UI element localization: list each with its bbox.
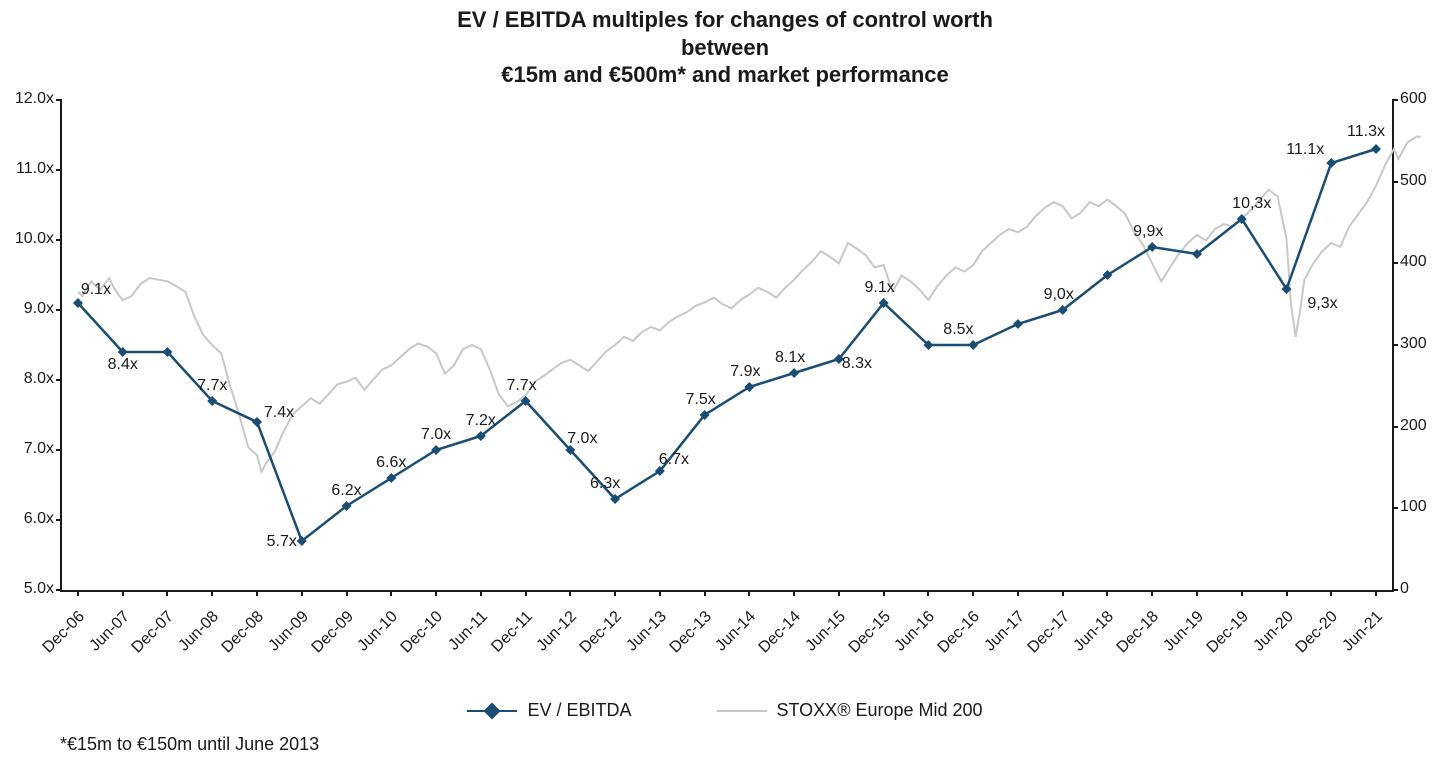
chart-container: EV / EBITDA multiples for changes of con… bbox=[0, 0, 1450, 761]
y-right-tick-label: 400 bbox=[1400, 253, 1450, 271]
data-marker bbox=[968, 340, 978, 350]
data-label: 7.0x bbox=[567, 430, 597, 448]
x-tick-label: Dec-12 bbox=[577, 608, 626, 657]
x-tick-label: Jun-16 bbox=[892, 608, 939, 655]
ev-ebitda-line bbox=[78, 149, 1376, 541]
data-label: 8.4x bbox=[108, 356, 138, 374]
x-tick-label: Dec-15 bbox=[845, 608, 894, 657]
data-label: 9.1x bbox=[81, 281, 111, 299]
x-tick-label: Dec-18 bbox=[1114, 608, 1163, 657]
x-tick-label: Jun-13 bbox=[623, 608, 670, 655]
x-tick-label: Dec-13 bbox=[666, 608, 715, 657]
x-tick-label: Dec-10 bbox=[398, 608, 447, 657]
x-tick-label: Dec-07 bbox=[129, 608, 178, 657]
data-marker bbox=[1371, 144, 1381, 154]
y-left-tick-label: 8.0x bbox=[4, 370, 54, 388]
x-tick-label: Jun-12 bbox=[534, 608, 581, 655]
title-line-2: between bbox=[0, 34, 1450, 62]
y-right-tick-label: 0 bbox=[1400, 580, 1450, 598]
data-label: 9.1x bbox=[865, 279, 895, 297]
legend-item-stoxx: STOXX® Europe Mid 200 bbox=[717, 700, 983, 721]
data-label: 6.7x bbox=[659, 451, 689, 469]
x-tick-label: Jun-19 bbox=[1160, 608, 1207, 655]
diamond-marker-icon bbox=[484, 702, 501, 719]
x-tick-label: Jun-08 bbox=[176, 608, 223, 655]
data-label: 7.2x bbox=[466, 412, 496, 430]
x-tick-label: Dec-16 bbox=[935, 608, 984, 657]
data-label: 7.9x bbox=[730, 363, 760, 381]
legend: EV / EBITDA STOXX® Europe Mid 200 bbox=[0, 696, 1450, 722]
data-label: 9,3x bbox=[1307, 295, 1337, 313]
plot-area: 5.0x6.0x7.0x8.0x9.0x10.0x11.0x12.0x01002… bbox=[60, 100, 1394, 592]
x-tick-label: Jun-18 bbox=[1071, 608, 1118, 655]
title-line-3: €15m and €500m* and market performance bbox=[0, 61, 1450, 89]
legend-swatch bbox=[467, 710, 517, 712]
y-left-tick-label: 12.0x bbox=[4, 90, 54, 108]
x-tick-label: Jun-07 bbox=[86, 608, 133, 655]
data-label: 7.5x bbox=[685, 391, 715, 409]
data-marker bbox=[252, 417, 262, 427]
y-left-tick-label: 5.0x bbox=[4, 580, 54, 598]
data-label: 7.7x bbox=[506, 377, 536, 395]
x-tick-label: Dec-17 bbox=[1024, 608, 1073, 657]
x-tick-label: Dec-14 bbox=[756, 608, 805, 657]
title-line-1: EV / EBITDA multiples for changes of con… bbox=[0, 6, 1450, 34]
y-right-tick-label: 200 bbox=[1400, 417, 1450, 435]
x-tick-label: Dec-08 bbox=[219, 608, 268, 657]
data-label: 6.6x bbox=[376, 454, 406, 472]
x-tick-label: Jun-10 bbox=[355, 608, 402, 655]
data-label: 8.1x bbox=[775, 349, 805, 367]
data-label: 6.2x bbox=[331, 482, 361, 500]
legend-label: EV / EBITDA bbox=[527, 700, 631, 721]
y-left-tick-label: 7.0x bbox=[4, 440, 54, 458]
legend-label: STOXX® Europe Mid 200 bbox=[777, 700, 983, 721]
data-marker bbox=[1013, 319, 1023, 329]
data-label: 10,3x bbox=[1232, 195, 1271, 213]
footnote: *€15m to €150m until June 2013 bbox=[60, 734, 319, 755]
y-right-tick-label: 100 bbox=[1400, 498, 1450, 516]
x-tick-label: Jun-17 bbox=[981, 608, 1028, 655]
x-tick-label: Dec-09 bbox=[308, 608, 357, 657]
data-label: 9,0x bbox=[1044, 286, 1074, 304]
data-marker bbox=[789, 368, 799, 378]
legend-item-ev-ebitda: EV / EBITDA bbox=[467, 700, 631, 721]
y-right-tick-label: 500 bbox=[1400, 172, 1450, 190]
x-tick-label: Jun-20 bbox=[1250, 608, 1297, 655]
chart-title: EV / EBITDA multiples for changes of con… bbox=[0, 0, 1450, 89]
x-tick-label: Jun-09 bbox=[265, 608, 312, 655]
y-right-tick-label: 300 bbox=[1400, 335, 1450, 353]
data-label: 6.3x bbox=[590, 475, 620, 493]
x-tick-label: Dec-20 bbox=[1293, 608, 1342, 657]
data-label: 8.3x bbox=[842, 355, 872, 373]
data-label: 7.0x bbox=[421, 426, 451, 444]
x-tick-label: Jun-11 bbox=[445, 608, 491, 654]
data-label: 5.7x bbox=[267, 533, 297, 551]
data-label: 7.7x bbox=[197, 377, 227, 395]
data-label: 8.5x bbox=[943, 321, 973, 339]
y-right-tick-label: 600 bbox=[1400, 90, 1450, 108]
x-tick-label: Jun-14 bbox=[713, 608, 760, 655]
x-tick-label: Dec-19 bbox=[1203, 608, 1252, 657]
x-tick-label: Dec-06 bbox=[39, 608, 88, 657]
data-label: 11.3x bbox=[1347, 123, 1385, 141]
legend-swatch bbox=[717, 710, 767, 712]
x-tick-label: Jun-15 bbox=[802, 608, 849, 655]
y-left-tick-label: 10.0x bbox=[4, 230, 54, 248]
data-label: 11.1x bbox=[1286, 141, 1324, 159]
y-left-tick-label: 11.0x bbox=[4, 160, 54, 178]
data-marker bbox=[1326, 158, 1336, 168]
y-left-tick-label: 6.0x bbox=[4, 510, 54, 528]
data-label: 9,9x bbox=[1133, 223, 1163, 241]
x-tick-label: Jun-21 bbox=[1339, 608, 1386, 655]
data-label: 7.4x bbox=[264, 404, 294, 422]
x-tick-label: Dec-11 bbox=[488, 608, 536, 656]
y-left-tick-label: 9.0x bbox=[4, 300, 54, 318]
